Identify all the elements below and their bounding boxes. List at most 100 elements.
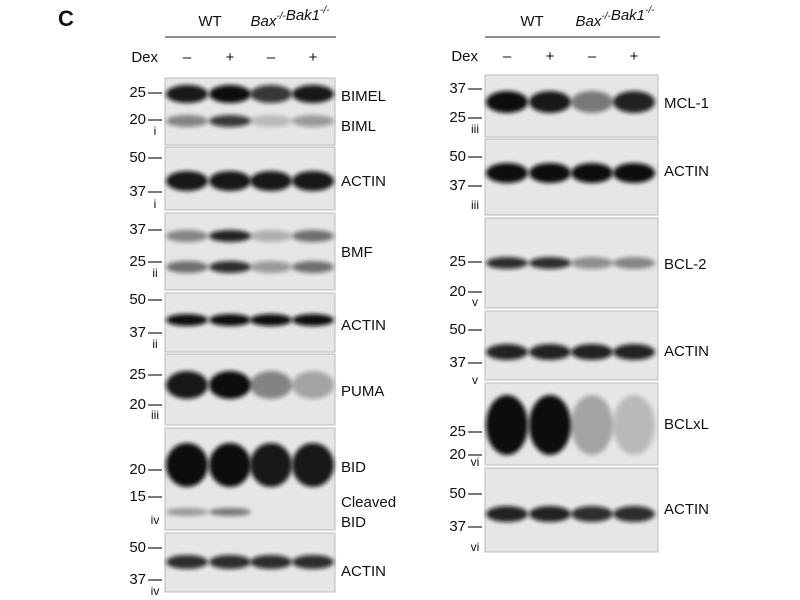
band [292,85,334,103]
band [529,395,571,455]
band [166,230,208,242]
marker-label: 37 [129,221,146,238]
marker-label: 20 [129,111,146,128]
protein-label: BIMEL [341,88,386,105]
band [292,171,334,191]
genotype: -/- [320,5,330,16]
blot-index: vi [471,455,480,469]
band [166,443,208,487]
band [486,257,528,269]
band [613,163,655,183]
marker-label: 20 [129,396,146,413]
lane-sign: – [503,48,512,65]
band [486,163,528,183]
protein-label: BID [341,514,366,531]
blot-index: ii [152,266,157,280]
marker-label: 37 [449,518,466,535]
lane-sign: + [630,48,639,65]
protein-label: MCL-1 [664,95,709,112]
protein-label: PUMA [341,383,384,400]
blot-index: iv [151,584,160,598]
band [529,506,571,522]
lane-sign: – [183,49,192,66]
band [166,508,208,516]
marker-label: 25 [129,84,146,101]
blot-index: iii [471,122,479,136]
lane-sign: + [546,48,555,65]
band [292,371,334,399]
lane-sign: – [267,49,276,66]
panel-label: C [58,6,74,31]
marker-label: 50 [129,539,146,556]
band [209,261,251,273]
lane-sign: – [588,48,597,65]
protein-label: ACTIN [664,343,709,360]
group-label: Bax-/-Bak1-/- [251,5,331,30]
band [571,395,613,455]
band [250,85,292,103]
marker-label: 37 [129,571,146,588]
lane-sign: + [226,49,235,66]
band [529,257,571,269]
band [613,506,655,522]
marker-label: 25 [129,366,146,383]
band [209,314,251,326]
band [292,261,334,273]
band [250,115,292,127]
marker-label: 20 [449,446,466,463]
marker-label: 37 [129,324,146,341]
band [486,395,528,455]
marker-label: 50 [129,291,146,308]
band [292,230,334,242]
blot-index: ii [152,337,157,351]
band [166,261,208,273]
protein-label: Cleaved [341,494,396,511]
marker-label: 37 [449,354,466,371]
band [209,443,251,487]
genotype: -/- [276,11,286,22]
gene: Bak1 [286,7,320,24]
band [571,257,613,269]
band [292,314,334,326]
marker-label: 50 [449,321,466,338]
band [250,371,292,399]
band [486,344,528,360]
blot-index: iii [151,408,159,422]
band [250,555,292,569]
band [250,443,292,487]
genotype: -/- [601,11,611,22]
band [166,371,208,399]
protein-label: ACTIN [664,163,709,180]
band [529,344,571,360]
protein-label: ACTIN [341,173,386,190]
blot-index: v [472,295,478,309]
gene: Bax [251,13,277,30]
marker-label: 25 [449,423,466,440]
band [486,91,528,113]
band [613,395,655,455]
blot-index: v [472,373,478,387]
band [292,555,334,569]
band [166,171,208,191]
protein-label: BCLxL [664,416,709,433]
band [250,171,292,191]
band [209,85,251,103]
marker-label: 25 [449,109,466,126]
blot [164,212,336,291]
blot-index: iii [471,198,479,212]
gene: Bax [576,13,602,30]
protein-label: BMF [341,244,373,261]
marker-label: 20 [449,283,466,300]
band [250,261,292,273]
marker-label: 37 [449,177,466,194]
gene: Bak1 [611,7,645,24]
band [613,257,655,269]
protein-label: BID [341,459,366,476]
band [209,555,251,569]
band [166,555,208,569]
band [571,344,613,360]
band [166,85,208,103]
blot-index: iv [151,513,160,527]
blot-index: i [154,197,157,211]
